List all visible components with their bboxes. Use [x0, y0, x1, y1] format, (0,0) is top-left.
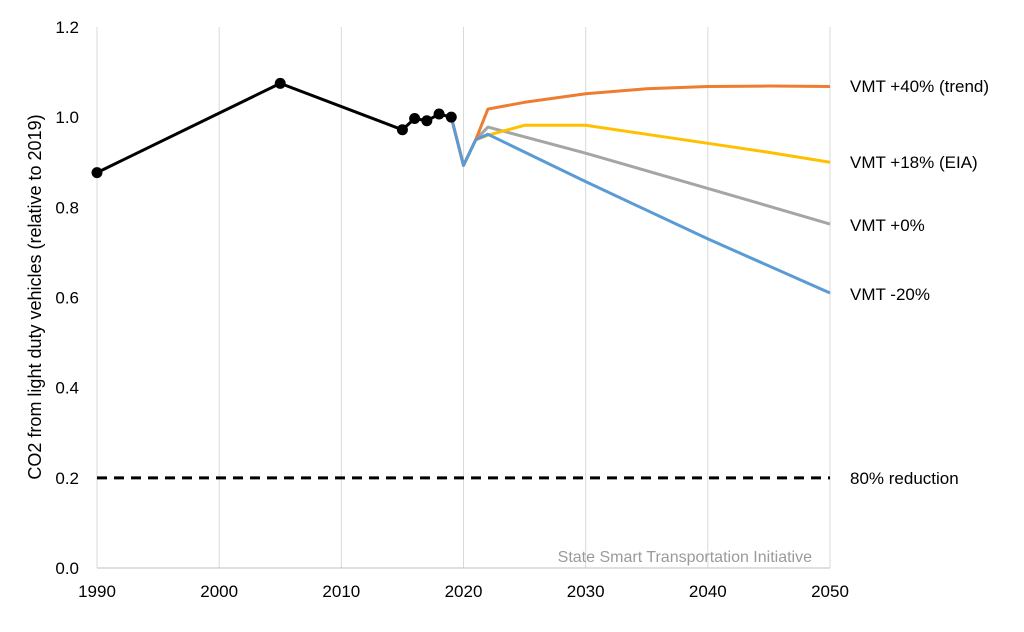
reference-line-label: 80% reduction	[850, 469, 959, 488]
x-axis-tick-labels: 1990 2000 2010 2020 2030 2040 2050	[78, 582, 849, 601]
vertical-gridlines	[96, 27, 831, 568]
y-tick-label-1-0: 1.0	[55, 108, 79, 127]
historical-point-2016	[409, 113, 421, 125]
x-tick-label-2030: 2030	[567, 582, 605, 601]
x-tick-label-2010: 2010	[322, 582, 360, 601]
series-line-vmt-18-eia	[449, 116, 831, 167]
historical-point-2018	[433, 108, 445, 120]
series-label-vmt-20: VMT -20%	[850, 285, 930, 304]
scenario-series	[449, 84, 831, 295]
historical-point-2015	[396, 124, 408, 136]
historical-point-2005	[274, 77, 286, 89]
x-tick-label-2000: 2000	[200, 582, 238, 601]
historical-point-2017	[421, 115, 433, 127]
historical-point-2019	[445, 111, 457, 123]
x-tick-label-2020: 2020	[445, 582, 483, 601]
series-label-vmt-0: VMT +0%	[850, 216, 925, 235]
y-tick-label-1-2: 1.2	[55, 18, 79, 37]
y-tick-label-0-4: 0.4	[55, 379, 79, 398]
series-label-vmt-18-eia: VMT +18% (EIA)	[850, 153, 978, 172]
series-label-vmt-40-trend: VMT +40% (trend)	[850, 77, 989, 96]
y-axis-label: CO2 from light duty vehicles (relative t…	[25, 114, 45, 479]
y-tick-label-0-2: 0.2	[55, 469, 79, 488]
y-axis-tick-labels: 0.0 0.2 0.4 0.6 0.8 1.0 1.2	[55, 18, 79, 578]
y-tick-label-0-0: 0.0	[55, 559, 79, 578]
y-tick-label-0-8: 0.8	[55, 198, 79, 217]
series-labels: VMT +40% (trend) VMT +18% (EIA) VMT +0% VMT…	[850, 77, 989, 488]
historical-point-1990	[91, 167, 103, 179]
x-tick-label-2050: 2050	[811, 582, 849, 601]
x-tick-label-1990: 1990	[78, 582, 116, 601]
watermark-credit: State Smart Transportation Initiative	[558, 549, 812, 566]
series-line-vmt-20	[449, 116, 831, 295]
historical-series	[91, 77, 457, 179]
x-tick-label-2040: 2040	[689, 582, 727, 601]
y-tick-label-0-6: 0.6	[55, 289, 79, 308]
